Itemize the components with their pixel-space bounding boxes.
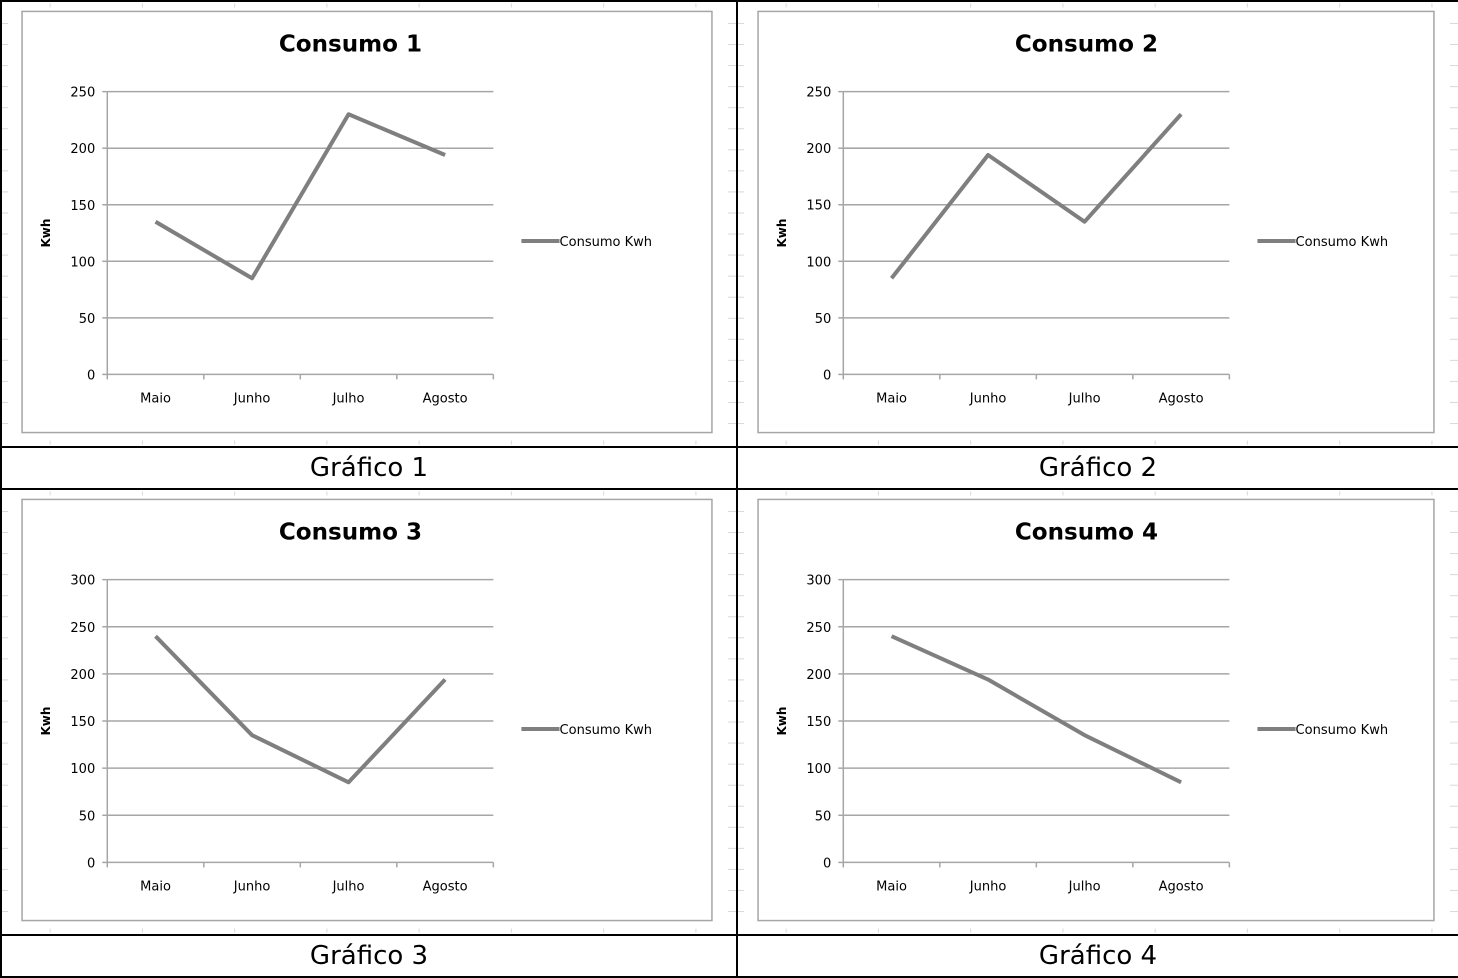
x-tick-label: Maio <box>140 879 171 894</box>
chart-cell-2: Consumo 2 0 50 100 150 200 250 Kwh Maio Junho Julh… <box>737 1 1458 447</box>
y-tick-label: 250 <box>806 621 831 636</box>
y-tick-label: 200 <box>806 142 831 157</box>
y-tick-label: 250 <box>70 86 95 101</box>
y-tick-label: 100 <box>70 762 95 777</box>
chart-title: Consumo 4 <box>1015 520 1158 546</box>
legend-label: Consumo Kwh <box>560 235 653 250</box>
chart-title: Consumo 3 <box>279 520 422 546</box>
caption-1: Gráfico 1 <box>310 448 428 488</box>
y-tick-label: 150 <box>806 199 831 214</box>
caption-2: Gráfico 2 <box>1039 448 1157 488</box>
y-tick-label: 50 <box>79 809 96 824</box>
y-axis-label: Kwh <box>775 707 789 736</box>
caption-4: Gráfico 4 <box>1039 936 1157 976</box>
x-tick-label: Agosto <box>1159 879 1204 894</box>
y-tick-label: 0 <box>823 368 831 383</box>
legend-label: Consumo Kwh <box>1296 723 1389 738</box>
chart-frame <box>758 11 1434 432</box>
x-tick-label: Maio <box>140 391 171 406</box>
chart-cell-3: Consumo 3 0 50 100 150 200 250 300 Kwh Maio Junho J… <box>1 489 737 935</box>
y-tick-label: 150 <box>70 715 95 730</box>
x-tick-label: Junho <box>233 879 271 894</box>
y-tick-label: 100 <box>806 255 831 270</box>
x-tick-label: Junho <box>969 391 1007 406</box>
x-tick-label: Julho <box>1068 879 1101 894</box>
y-axis-label: Kwh <box>39 219 53 248</box>
y-tick-label: 0 <box>823 856 831 871</box>
chart-frame <box>22 499 712 920</box>
chart-3: Consumo 3 0 50 100 150 200 250 300 Kwh Maio Junho J… <box>2 490 736 934</box>
chart-frame <box>22 11 712 432</box>
caption-cell-3: Gráfico 3 <box>1 935 737 977</box>
x-tick-label: Agosto <box>423 879 468 894</box>
caption-cell-2: Gráfico 2 <box>737 447 1458 489</box>
caption-3: Gráfico 3 <box>310 936 428 976</box>
x-tick-label: Maio <box>876 879 907 894</box>
y-tick-label: 300 <box>70 574 95 589</box>
y-tick-label: 100 <box>70 255 95 270</box>
x-tick-label: Junho <box>969 879 1007 894</box>
chart-title: Consumo 2 <box>1015 32 1158 58</box>
caption-cell-1: Gráfico 1 <box>1 447 737 489</box>
y-tick-label: 50 <box>79 312 96 327</box>
y-tick-label: 150 <box>806 715 831 730</box>
y-tick-label: 100 <box>806 762 831 777</box>
chart-title: Consumo 1 <box>279 32 422 58</box>
x-tick-label: Julho <box>332 391 365 406</box>
y-tick-label: 250 <box>70 621 95 636</box>
chart-2: Consumo 2 0 50 100 150 200 250 Kwh Maio Junho Julh… <box>738 2 1458 446</box>
y-tick-label: 200 <box>70 142 95 157</box>
y-tick-label: 50 <box>815 312 832 327</box>
chart-cell-4: Consumo 4 0 50 100 150 200 250 300 Kwh Maio Junho J… <box>737 489 1458 935</box>
y-tick-label: 250 <box>806 86 831 101</box>
legend-label: Consumo Kwh <box>560 723 653 738</box>
caption-cell-4: Gráfico 4 <box>737 935 1458 977</box>
x-tick-label: Junho <box>233 391 271 406</box>
y-tick-label: 0 <box>87 856 95 871</box>
y-tick-label: 300 <box>806 574 831 589</box>
x-tick-label: Agosto <box>1159 391 1204 406</box>
chart-cell-1: Consumo 1 0 50 100 150 200 250 Kwh Maio Junho Julh… <box>1 1 737 447</box>
y-axis-label: Kwh <box>39 707 53 736</box>
x-tick-label: Julho <box>1068 391 1101 406</box>
y-tick-label: 200 <box>806 668 831 683</box>
x-tick-label: Agosto <box>423 391 468 406</box>
chart-1: Consumo 1 0 50 100 150 200 250 Kwh Maio Junho Julh… <box>2 2 736 446</box>
chart-4: Consumo 4 0 50 100 150 200 250 300 Kwh Maio Junho J… <box>738 490 1458 934</box>
y-tick-label: 0 <box>87 368 95 383</box>
x-tick-label: Maio <box>876 391 907 406</box>
chart-frame <box>758 499 1434 920</box>
y-tick-label: 150 <box>70 199 95 214</box>
y-tick-label: 200 <box>70 668 95 683</box>
y-tick-label: 50 <box>815 809 832 824</box>
y-axis-label: Kwh <box>775 219 789 248</box>
x-tick-label: Julho <box>332 879 365 894</box>
legend-label: Consumo Kwh <box>1296 235 1389 250</box>
